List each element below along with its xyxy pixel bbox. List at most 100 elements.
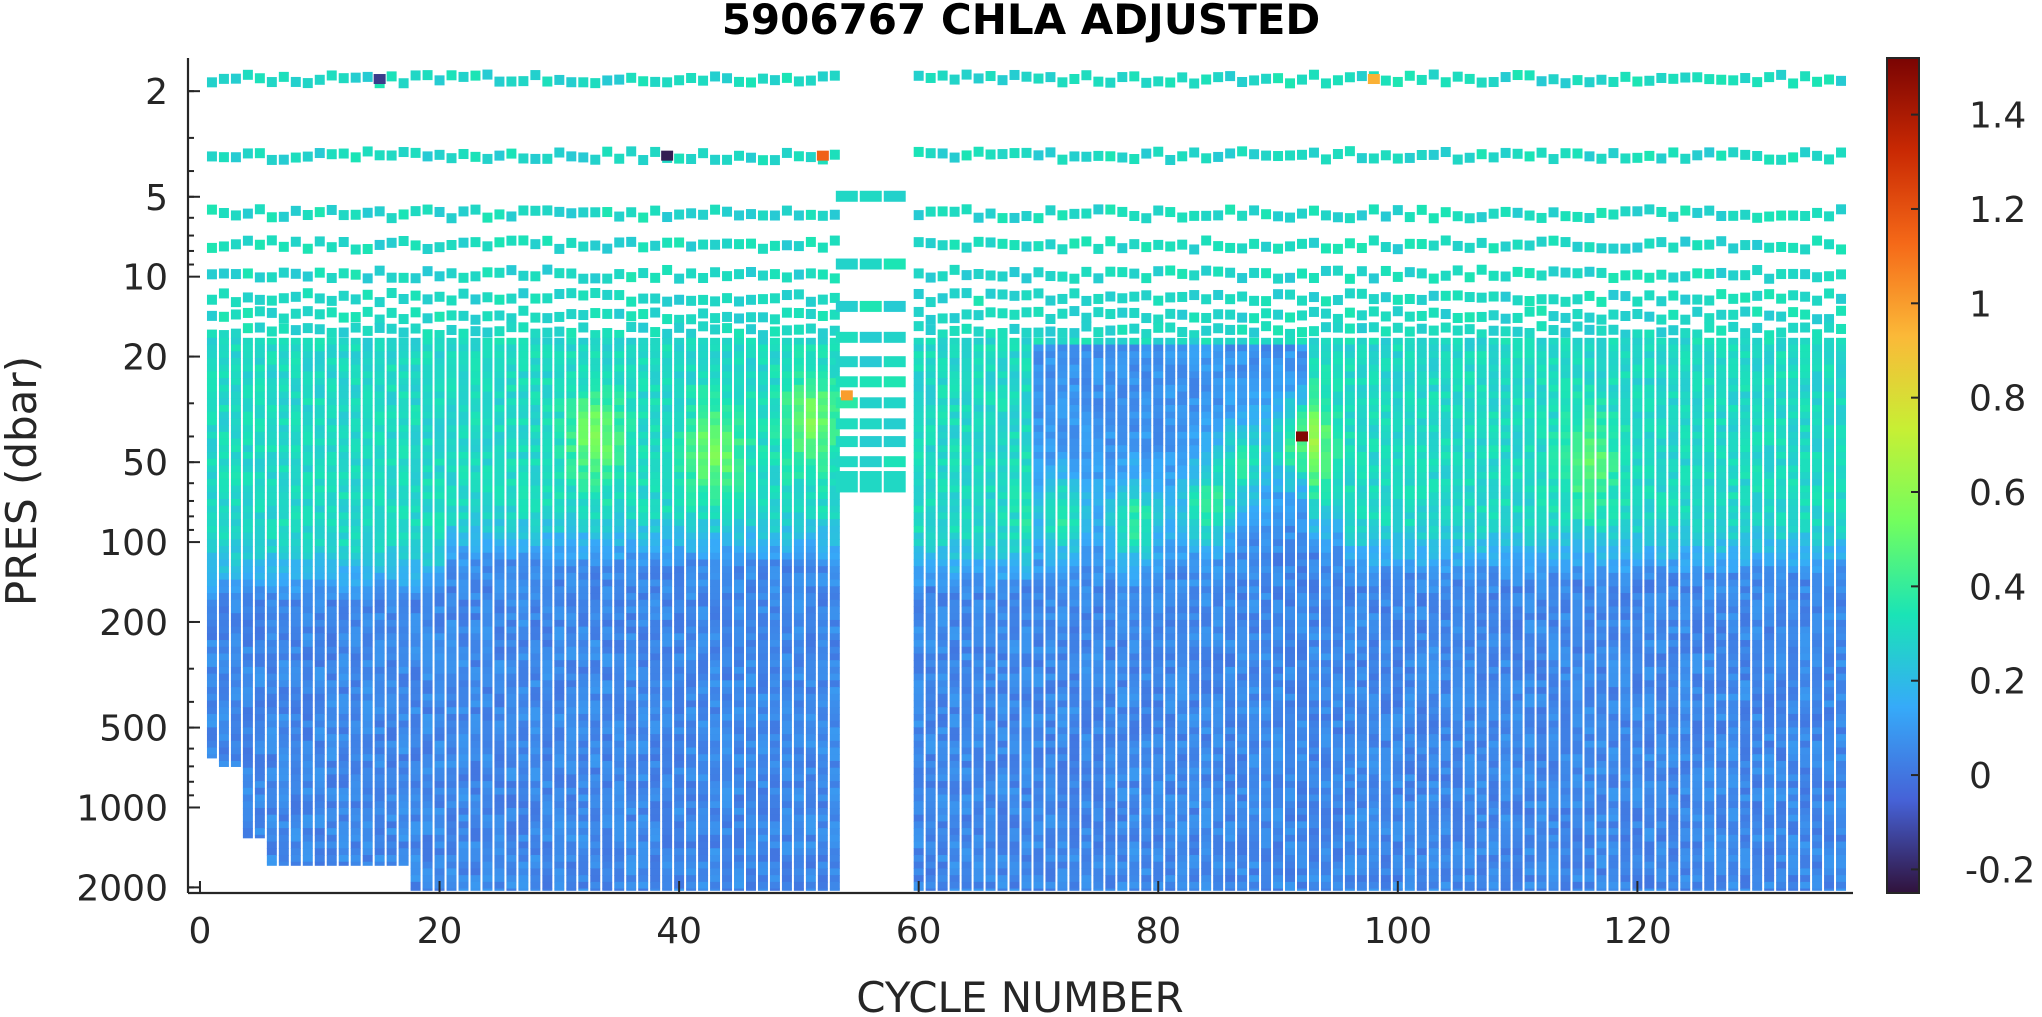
data-cell (494, 344, 505, 352)
data-cell (829, 666, 840, 675)
data-cell (662, 881, 673, 890)
data-cell (883, 190, 906, 202)
data-cell (482, 505, 493, 514)
data-cell (638, 740, 649, 749)
data-cell (278, 452, 289, 460)
data-cell (913, 740, 924, 749)
data-cell (578, 593, 589, 601)
data-cell (769, 700, 780, 708)
data-cell (662, 431, 673, 440)
data-cell (422, 875, 433, 883)
data-cell (937, 465, 948, 473)
data-cell (734, 296, 744, 307)
data-cell (937, 807, 948, 816)
data-cell (710, 814, 721, 823)
data-cell (458, 431, 469, 440)
data-cell (446, 881, 457, 890)
data-cell (602, 378, 613, 386)
data-cell (722, 499, 733, 507)
data-cell (470, 868, 481, 876)
data-cell (913, 268, 924, 279)
data-cell (278, 525, 289, 534)
data-cell (518, 875, 529, 883)
data-cell (614, 881, 625, 890)
data-cell (817, 384, 828, 393)
data-cell (398, 760, 409, 769)
data-cell (434, 854, 445, 863)
data-cell (350, 465, 361, 473)
data-cell (422, 465, 433, 473)
data-cell (781, 834, 792, 843)
data-cell (602, 720, 613, 728)
data-cell (446, 754, 457, 762)
data-cell (410, 707, 421, 715)
data-cell (470, 781, 481, 789)
data-cell (781, 586, 792, 594)
data-cell (925, 673, 936, 681)
data-cell (590, 747, 601, 755)
data-cell (674, 660, 685, 668)
data-cell (650, 512, 661, 520)
data-cell (698, 371, 709, 379)
data-cell (542, 425, 553, 433)
data-cell (542, 720, 553, 728)
data-cell (530, 740, 541, 749)
data-cell (218, 472, 229, 480)
data-cell (314, 267, 325, 278)
data-cell (302, 398, 313, 406)
data-cell (745, 371, 756, 379)
data-cell (206, 337, 217, 346)
data-cell (925, 297, 936, 308)
data-cell (314, 309, 325, 320)
data-cell (314, 236, 325, 247)
data-cell (338, 828, 349, 836)
data-cell (793, 586, 804, 594)
data-cell (698, 640, 709, 648)
data-cell (829, 713, 840, 722)
data-cell (793, 888, 804, 891)
data-cell (530, 673, 541, 681)
data-cell (482, 821, 493, 829)
data-cell (781, 854, 792, 863)
data-cell (925, 532, 936, 540)
data-cell (278, 211, 289, 222)
data-cell (338, 418, 349, 426)
data-cell (937, 485, 948, 493)
data-cell (530, 572, 541, 581)
data-cell (835, 300, 858, 312)
data-cell (422, 794, 433, 802)
data-cell (614, 687, 625, 695)
data-cell (650, 492, 661, 500)
data-cell (859, 397, 882, 409)
data-cell (302, 539, 313, 547)
data-cell (638, 525, 649, 534)
data-cell (218, 519, 229, 527)
data-cell (302, 546, 313, 554)
data-cell (829, 720, 840, 728)
data-cell (614, 398, 625, 406)
data-cell (350, 418, 361, 426)
data-cell (482, 774, 493, 782)
data-cell (745, 238, 756, 249)
data-cell (434, 687, 445, 695)
data-cell (506, 767, 517, 775)
data-cell (518, 599, 529, 608)
data-cell (470, 391, 481, 399)
data-cell (338, 398, 349, 406)
data-cell (698, 875, 709, 883)
data-cell (638, 693, 649, 702)
data-cell (674, 505, 685, 514)
data-cell (506, 713, 517, 722)
data-cell (542, 593, 553, 601)
data-cell (578, 767, 589, 775)
data-cell (590, 572, 601, 581)
data-cell (530, 821, 541, 829)
data-cell (542, 153, 553, 164)
data-cell (626, 378, 637, 386)
data-cell (482, 586, 493, 594)
data-cell (218, 404, 229, 413)
data-cell (710, 586, 721, 594)
data-cell (626, 593, 637, 601)
data-cell (805, 633, 816, 641)
data-cell (374, 727, 385, 735)
